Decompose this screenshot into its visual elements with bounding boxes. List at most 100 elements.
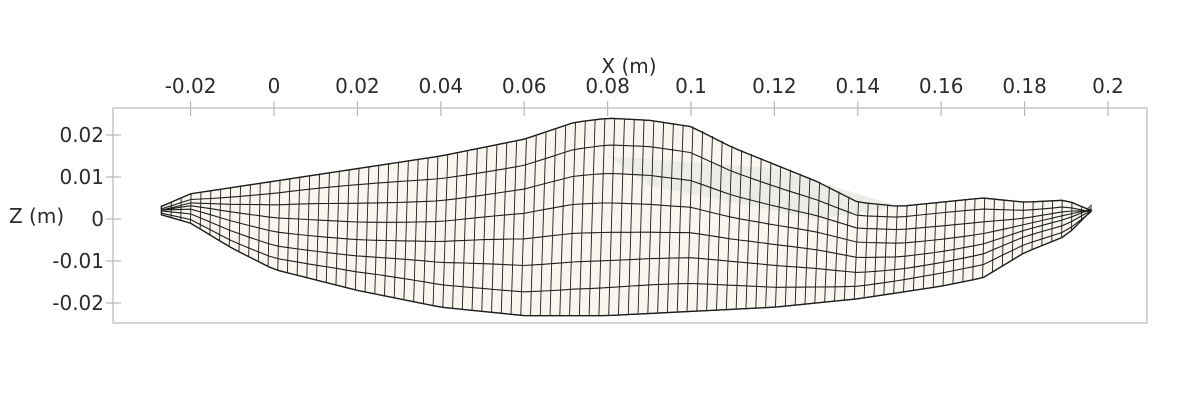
mesh-cross-section	[432, 156, 439, 307]
mesh-cross-section	[530, 136, 537, 316]
mesh-cross-section	[248, 184, 251, 258]
mesh-cross-section	[794, 173, 801, 305]
x-tick-label: 0.06	[502, 74, 547, 98]
mesh-cross-section	[686, 126, 694, 312]
mesh-cross-section	[238, 186, 241, 253]
mesh-cross-section	[804, 177, 811, 304]
mesh-cross-section	[893, 205, 898, 294]
mesh-cross-section	[666, 123, 674, 313]
x-tick-label: 0.2	[1092, 74, 1124, 98]
mesh-cross-section	[814, 181, 821, 303]
mesh-cross-section	[267, 181, 271, 267]
x-tick-label: 0.08	[585, 74, 630, 98]
mesh-cross-section	[422, 158, 429, 305]
z-tick-label: 0.01	[59, 165, 104, 189]
x-tick-label: 0	[268, 74, 281, 98]
z-tick-label: 0	[91, 207, 104, 231]
mesh-longitudinal-line	[161, 211, 1092, 293]
mesh-cross-section	[1061, 200, 1063, 238]
mesh-cross-section	[452, 153, 459, 309]
mesh-cross-section	[725, 145, 733, 310]
mesh-cross-section	[374, 165, 380, 295]
mesh-cross-section	[413, 159, 419, 303]
mesh-cross-section	[598, 118, 606, 316]
mesh-cross-section	[863, 203, 869, 298]
x-tick-label: 0.14	[836, 74, 881, 98]
mesh-cross-section	[578, 121, 586, 316]
mesh-cross-section	[912, 204, 918, 291]
mesh-cross-section	[335, 171, 340, 286]
mesh-cross-section	[364, 167, 370, 293]
z-axis-ticks: 0.02 0.01 0 -0.01 -0.02	[52, 123, 121, 315]
mesh-cross-section	[745, 154, 752, 309]
mesh-cross-section	[637, 119, 645, 314]
mesh-cross-section	[784, 169, 791, 306]
mesh-cross-section	[500, 143, 508, 314]
mesh-cross-section	[843, 196, 850, 300]
mesh-cross-section	[883, 204, 889, 295]
mesh-longitudinal-line	[161, 209, 1092, 273]
x-tick-label: 0.16	[919, 74, 964, 98]
mesh-longitudinal-line	[161, 144, 1092, 218]
mesh-cross-section	[992, 199, 995, 272]
mesh-cross-section	[403, 161, 409, 301]
x-tick-label: 0.04	[419, 74, 464, 98]
mesh-longitudinal-line	[161, 172, 1092, 231]
mesh-cross-section	[588, 120, 596, 316]
mesh-cross-section	[481, 147, 488, 312]
mesh-cross-section	[325, 173, 330, 283]
mesh-surface	[160, 117, 1093, 317]
mesh-cross-section	[755, 157, 762, 309]
x-axis-ticks: -0.02 0 0.02 0.04 0.06 0.08 0.1 0.12 0.14 0.16 0.1…	[165, 74, 1124, 116]
mesh-cross-section	[676, 124, 684, 312]
mesh-cross-section	[442, 155, 449, 308]
z-tick-label: -0.02	[52, 291, 104, 315]
x-tick-label: 0.12	[752, 74, 797, 98]
mesh-cross-section	[952, 200, 957, 284]
mesh-cross-section	[735, 150, 743, 310]
mesh-cross-section	[627, 119, 635, 315]
mesh-cross-section	[384, 164, 390, 297]
mesh-cross-section	[286, 178, 291, 274]
x-tick-label: 0.1	[675, 74, 707, 98]
mesh-cross-section	[618, 118, 625, 315]
mesh-cross-section	[345, 170, 350, 288]
mesh-cross-section	[559, 126, 567, 316]
mesh-cross-section	[972, 198, 976, 280]
mesh-cross-section	[824, 186, 830, 302]
mesh-cross-section	[257, 183, 261, 263]
z-tick-label: -0.01	[52, 249, 104, 273]
mesh-longitudinal-line	[161, 202, 1092, 244]
mesh-cross-section	[190, 193, 192, 224]
mesh-cross-section	[608, 118, 616, 316]
mesh-cross-section	[962, 199, 966, 282]
mesh-cross-section	[549, 129, 557, 316]
mesh-cross-section	[932, 202, 937, 288]
x-tick-label: 0.18	[1002, 74, 1047, 98]
mesh-cross-section	[354, 168, 360, 291]
x-tick-label: -0.02	[165, 74, 217, 98]
x-tick-label: 0.02	[335, 74, 380, 98]
mesh-cross-section	[461, 151, 468, 310]
mesh-cross-section	[775, 165, 782, 307]
mesh-cross-section	[393, 162, 399, 299]
mesh-cross-section	[647, 120, 655, 314]
mesh-cross-section	[539, 132, 547, 316]
mesh-cross-section	[706, 135, 713, 311]
mesh-cross-section	[491, 145, 498, 313]
mesh-cross-section	[765, 161, 772, 308]
mesh-cross-section	[922, 203, 927, 289]
mesh-cross-section	[696, 131, 704, 311]
mesh-cross-section	[316, 174, 320, 281]
mesh-cross-section	[520, 139, 527, 316]
mesh-cross-section	[569, 122, 576, 316]
mesh-cross-section	[657, 121, 665, 313]
mesh-cross-section	[306, 176, 311, 279]
mesh-cross-section	[716, 140, 723, 310]
x-axis-title: X (m)	[601, 54, 656, 78]
z-tick-label: 0.02	[59, 123, 104, 147]
mesh-cross-section	[277, 180, 281, 271]
mesh-cross-section	[903, 205, 908, 292]
mesh-cross-section	[471, 149, 478, 311]
mesh-longitudinal-line	[161, 208, 1092, 258]
